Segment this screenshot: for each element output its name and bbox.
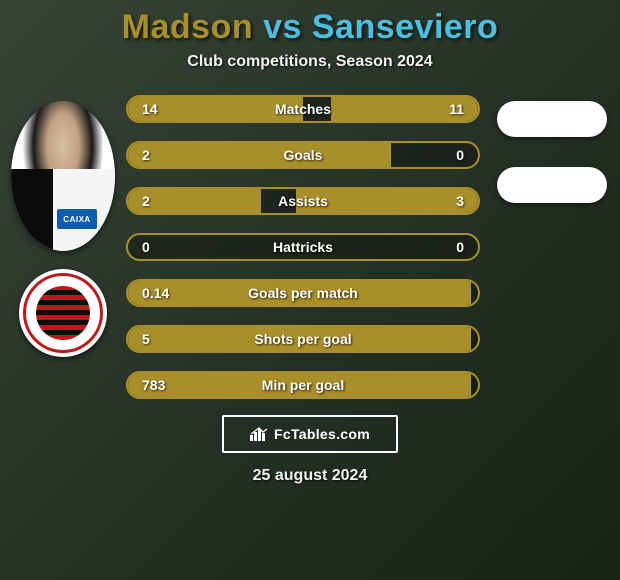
stat-value-right: 0 xyxy=(456,147,464,163)
stat-label: Shots per goal xyxy=(254,331,351,347)
stat-row: 0.14 Goals per match xyxy=(126,279,480,307)
stat-row: 14 11 Matches xyxy=(126,95,480,123)
title-vs: vs xyxy=(263,8,302,46)
stats-column: 14 11 Matches 2 0 Goals 2 3 Assists 0 0 Hattricks 0.… xyxy=(126,95,484,399)
stat-row: 0 0 Hattricks xyxy=(126,233,480,261)
stat-label: Hattricks xyxy=(273,239,333,255)
footer-date: 25 august 2024 xyxy=(253,467,368,485)
stat-row: 2 0 Goals xyxy=(126,141,480,169)
site-logo-text: FcTables.com xyxy=(274,426,370,442)
player-lozenge xyxy=(497,167,607,203)
title-left-name: Madson xyxy=(122,8,253,46)
left-column: CAIXA xyxy=(8,95,118,357)
footer: FcTables.com 25 august 2024 xyxy=(222,415,398,485)
stat-value-right: 11 xyxy=(449,101,464,117)
stat-value-left: 0.14 xyxy=(142,285,169,301)
stat-value-left: 2 xyxy=(142,147,150,163)
barchart-icon xyxy=(250,427,268,441)
stat-value-right: 3 xyxy=(456,193,464,209)
stat-row: 783 Min per goal xyxy=(126,371,480,399)
stat-label: Goals xyxy=(284,147,323,163)
page-title: Madson vs Sanseviero xyxy=(122,8,499,47)
stat-row: 2 3 Assists xyxy=(126,187,480,215)
title-right-name: Sanseviero xyxy=(312,8,498,46)
player-lozenge xyxy=(497,101,607,137)
right-column xyxy=(492,95,612,203)
stat-label: Min per goal xyxy=(262,377,344,393)
stat-row: 5 Shots per goal xyxy=(126,325,480,353)
stat-value-left: 14 xyxy=(142,101,158,117)
stat-value-left: 0 xyxy=(142,239,150,255)
site-logo-box[interactable]: FcTables.com xyxy=(222,415,398,453)
content-root: Madson vs Sanseviero Club competitions, … xyxy=(0,0,620,580)
stat-value-right: 0 xyxy=(456,239,464,255)
stat-value-left: 2 xyxy=(142,193,150,209)
stat-value-left: 783 xyxy=(142,377,165,393)
sponsor-patch: CAIXA xyxy=(57,209,97,229)
club-badge xyxy=(19,269,107,357)
club-badge-ring xyxy=(23,273,103,353)
subtitle: Club competitions, Season 2024 xyxy=(187,53,432,71)
main-row: CAIXA 14 11 Matches 2 0 Goals 2 3 Assists 0 0 Hattr… xyxy=(0,95,620,399)
jersey-black-stripe xyxy=(11,169,58,252)
stat-label: Matches xyxy=(275,101,331,117)
player-photo: CAIXA xyxy=(11,101,115,251)
stat-label: Goals per match xyxy=(248,285,358,301)
stat-label: Assists xyxy=(278,193,328,209)
stat-fill-left xyxy=(128,143,391,167)
stat-value-left: 5 xyxy=(142,331,150,347)
